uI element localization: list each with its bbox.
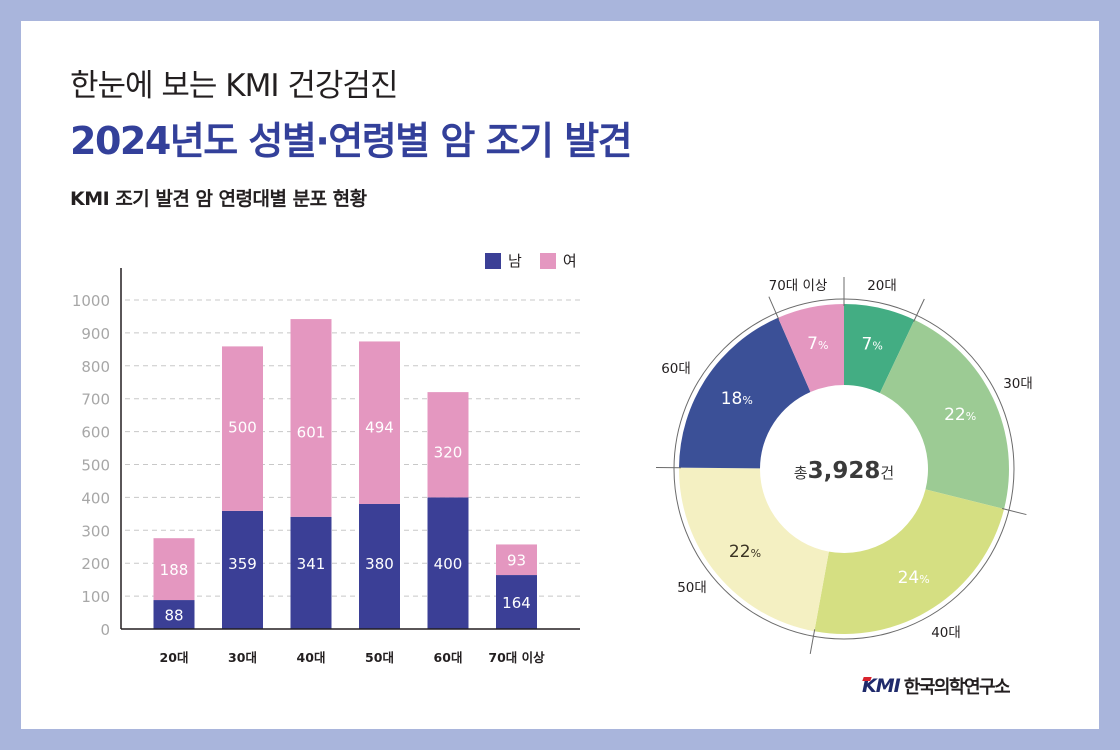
bar-value-label-male: 164 <box>502 594 531 612</box>
donut-percent-label: 18% <box>721 389 753 409</box>
bar-male <box>290 516 332 629</box>
donut-category-label: 60대 <box>661 361 691 377</box>
donut-percent-label: 24% <box>898 568 930 588</box>
y-tick-label: 400 <box>81 489 110 507</box>
bar-value-label-male: 341 <box>297 555 326 573</box>
legend-item-male: 남 <box>485 250 522 271</box>
donut-slice <box>814 489 1005 634</box>
donut-percent-label: 7% <box>807 334 828 354</box>
donut-slice <box>844 304 915 394</box>
x-tick-label: 30대 <box>228 650 257 665</box>
kmi-logo: KMI 한국의학연구소 <box>862 673 1011 699</box>
donut-slice <box>778 304 844 392</box>
donut-category-label: 30대 <box>1003 376 1033 392</box>
y-tick-label: 0 <box>100 621 110 639</box>
bar-female <box>496 544 537 576</box>
legend-swatch-female <box>539 252 556 269</box>
donut-boundary-tick <box>913 298 925 322</box>
x-tick-label: 50대 <box>365 650 394 665</box>
bar-value-label-male: 400 <box>434 555 463 573</box>
donut-center-total: 총3,928건 <box>794 458 894 484</box>
legend-swatch-male <box>485 252 501 269</box>
donut-category-label: 70대 이상 <box>769 278 828 294</box>
bar-female <box>290 319 332 517</box>
section-title: KMI 조기 발견 암 연령대별 분포 현황 <box>70 188 367 210</box>
y-tick-label: 100 <box>81 588 110 606</box>
y-tick-label: 800 <box>81 358 110 376</box>
bar-value-label-male: 88 <box>164 607 183 625</box>
bar-male <box>222 510 263 629</box>
page-subtitle: 한눈에 보는 KMI 건강검진 <box>70 68 398 104</box>
bar-male <box>496 575 537 629</box>
x-tick-label: 60대 <box>434 650 463 665</box>
legend-label-male: 남 <box>508 252 522 270</box>
legend-label-female: 여 <box>562 252 577 270</box>
donut-slice <box>679 467 829 632</box>
donut-slice <box>879 319 1009 509</box>
bar-value-label-female: 320 <box>434 443 463 461</box>
donut-chart: 7% 22% 24% 22% 18% 7% 20대 30대 40대 50대 60대 70대 이상총3,… <box>656 277 1033 655</box>
donut-percent-label: 22% <box>944 405 976 425</box>
donut-boundary-tick <box>809 629 816 655</box>
bar-legend: 남 여 <box>485 250 587 271</box>
bar-male <box>427 497 469 629</box>
y-tick-label: 200 <box>81 555 110 573</box>
x-tick-label: 20대 <box>160 650 189 665</box>
bar-male <box>359 503 400 629</box>
bar-female <box>153 538 195 601</box>
bar-value-label-female: 601 <box>297 424 326 442</box>
y-tick-label: 600 <box>81 424 110 442</box>
donut-slice <box>679 317 811 469</box>
bar-value-label-male: 359 <box>228 555 257 573</box>
y-tick-label: 300 <box>81 522 110 540</box>
page-title: 2024년도 성별·연령별 암 조기 발견 <box>70 119 633 163</box>
donut-percent-label: 22% <box>729 542 761 562</box>
donut-category-label: 40대 <box>931 625 961 641</box>
y-tick-label: 900 <box>81 325 110 343</box>
bar-value-label-female: 188 <box>160 561 189 579</box>
x-tick-label: 70대 이상 <box>488 650 545 665</box>
donut-category-label: 50대 <box>677 580 707 596</box>
legend-item-female: 여 <box>539 250 577 271</box>
bar-female <box>359 341 400 504</box>
bar-female <box>427 392 469 498</box>
logo-brand: KMI <box>862 675 901 697</box>
x-tick-label: 40대 <box>297 650 326 665</box>
bar-value-label-female: 500 <box>228 419 257 437</box>
donut-boundary-tick <box>1002 508 1027 516</box>
bar-value-label-male: 380 <box>365 555 394 573</box>
bar-male <box>153 600 195 629</box>
donut-boundary-tick <box>768 296 780 320</box>
logo-org-name: 한국의학연구소 <box>903 677 1011 698</box>
bar-value-label-female: 93 <box>507 552 526 570</box>
y-tick-label: 700 <box>81 391 110 409</box>
donut-category-label: 20대 <box>867 278 897 294</box>
y-tick-label: 500 <box>81 457 110 475</box>
stacked-bar-chart: 0 100 200 300 400 500 600 700 800 900 1000 88 188 20대… <box>72 268 580 665</box>
bar-female <box>222 346 263 511</box>
donut-percent-label: 7% <box>861 335 882 355</box>
bar-value-label-female: 494 <box>365 419 394 437</box>
y-tick-label: 1000 <box>72 292 110 310</box>
